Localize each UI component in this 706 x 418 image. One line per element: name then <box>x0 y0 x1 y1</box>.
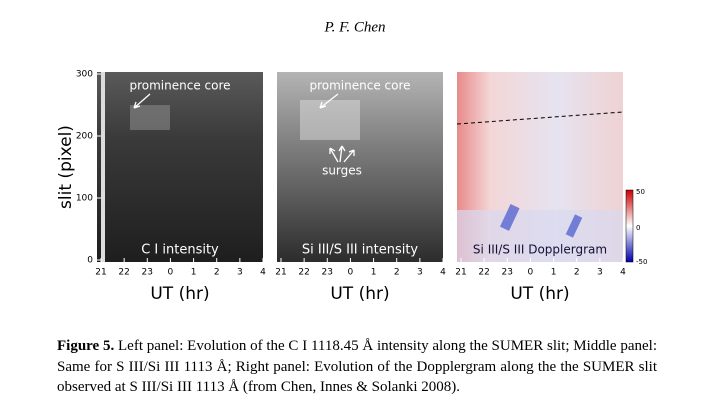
x-tick-label: 22 <box>118 268 129 278</box>
x-tick-label: 3 <box>597 268 603 278</box>
annotation: prominence core <box>129 79 230 93</box>
x-tick-label: 3 <box>417 268 423 278</box>
x-tick-label: 1 <box>551 268 557 278</box>
x-tick-label: 21 <box>455 268 466 278</box>
x-tick-label: 2 <box>394 268 400 278</box>
annotation: prominence core <box>309 79 410 93</box>
panel-image <box>97 72 263 262</box>
x-axis-label: UT (hr) <box>330 284 389 304</box>
x-tick-label: 23 <box>502 268 513 278</box>
x-tick-label: 21 <box>275 268 286 278</box>
x-tick-label: 3 <box>237 268 243 278</box>
arrows <box>133 93 355 163</box>
x-axis-label: UT (hr) <box>150 284 209 304</box>
x-tick-label: 2 <box>574 268 580 278</box>
caption-text: Left panel: Evolution of the C I 1118.45… <box>57 338 657 395</box>
x-axis-label: UT (hr) <box>510 284 569 304</box>
x-tick-label: 23 <box>322 268 333 278</box>
panel-label: C I intensity <box>141 243 219 258</box>
running-head: P. F. Chen <box>323 19 385 35</box>
colorbar <box>625 189 634 263</box>
y-tick-label: 300 <box>76 70 93 80</box>
panel-feature <box>300 100 360 140</box>
panel-feature <box>565 214 583 238</box>
x-tick-label: 0 <box>348 268 354 278</box>
colorbar-tick-label: 0 <box>636 224 640 232</box>
y-axis-label: slit (pixel) <box>56 125 76 209</box>
x-tick-label: 23 <box>142 268 153 278</box>
y-tick-label: 0 <box>87 256 93 266</box>
colorbar-tick-label: -50 <box>636 258 647 266</box>
x-tick-label: 4 <box>260 268 266 278</box>
panel-label: Si III/S III Dopplergram <box>473 243 607 257</box>
x-tick-label: 2 <box>214 268 220 278</box>
x-tick-label: 1 <box>191 268 197 278</box>
panel-feature <box>499 204 520 231</box>
panel-feature <box>457 210 623 262</box>
colorbar-tick-label: 50 <box>636 188 645 196</box>
figure: P. F. Chen prominence core prominence co… <box>56 19 647 304</box>
x-tick-label: 1 <box>371 268 377 278</box>
annotation: surges <box>322 164 362 178</box>
panel-streak <box>101 72 105 262</box>
x-tick-label: 0 <box>528 268 534 278</box>
y-tick-label: 100 <box>76 194 93 204</box>
x-tick-label: 4 <box>620 268 626 278</box>
caption: Figure 5. Left panel: Evolution of the C… <box>57 336 657 398</box>
x-tick-label: 21 <box>95 268 106 278</box>
x-tick-label: 0 <box>168 268 174 278</box>
caption-label: Figure 5. <box>57 338 115 354</box>
x-tick-label: 4 <box>440 268 446 278</box>
panel-feature <box>130 105 170 130</box>
panel-label: Si III/S III intensity <box>302 243 419 258</box>
y-tick-label: 200 <box>76 132 93 142</box>
x-tick-label: 22 <box>298 268 309 278</box>
x-tick-label: 22 <box>478 268 489 278</box>
